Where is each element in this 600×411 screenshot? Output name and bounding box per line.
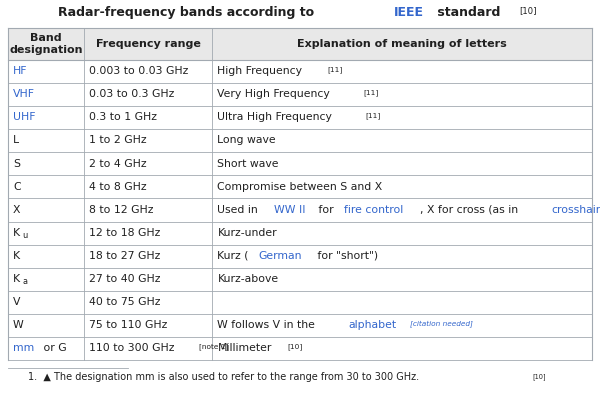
Text: [10]: [10] (520, 6, 537, 15)
Text: Kurz (: Kurz ( (217, 251, 249, 261)
Text: 40 to 75 GHz: 40 to 75 GHz (89, 297, 160, 307)
Text: u: u (22, 231, 28, 240)
Text: Ultra High Frequency: Ultra High Frequency (217, 113, 332, 122)
Text: Used in: Used in (217, 205, 262, 215)
Text: K: K (13, 228, 20, 238)
Text: 110 to 300 GHz: 110 to 300 GHz (89, 343, 175, 353)
Text: Kurz-above: Kurz-above (217, 274, 278, 284)
Text: HF: HF (13, 66, 28, 76)
Bar (8, 28, 592, 360)
Text: alphabet: alphabet (348, 320, 397, 330)
Text: X: X (13, 205, 20, 215)
Text: 18 to 27 GHz: 18 to 27 GHz (89, 251, 160, 261)
Text: 1 to 2 GHz: 1 to 2 GHz (89, 136, 146, 145)
Text: [11]: [11] (363, 89, 378, 96)
Text: Millimeter: Millimeter (217, 343, 272, 353)
Text: or G: or G (40, 343, 67, 353)
Text: K: K (13, 274, 20, 284)
Text: Short wave: Short wave (217, 159, 279, 169)
Text: Radar-frequency bands according to: Radar-frequency bands according to (58, 6, 319, 19)
Text: standard: standard (433, 6, 500, 19)
Text: UHF: UHF (13, 113, 35, 122)
Text: crosshair: crosshair (551, 205, 600, 215)
Text: a: a (22, 277, 27, 286)
Text: K: K (13, 251, 20, 261)
Text: 4 to 8 GHz: 4 to 8 GHz (89, 182, 146, 192)
Text: [10]: [10] (287, 343, 303, 350)
Text: [10]: [10] (533, 373, 547, 379)
Text: L: L (13, 136, 19, 145)
Text: 2 to 4 GHz: 2 to 4 GHz (89, 159, 146, 169)
Text: 0.03 to 0.3 GHz: 0.03 to 0.3 GHz (89, 89, 174, 99)
Text: German: German (258, 251, 301, 261)
Text: 27 to 40 GHz: 27 to 40 GHz (89, 274, 160, 284)
Text: [citation needed]: [citation needed] (410, 320, 473, 327)
Text: 8 to 12 GHz: 8 to 12 GHz (89, 205, 154, 215)
Text: W: W (13, 320, 24, 330)
Text: [11]: [11] (327, 66, 343, 73)
Text: [11]: [11] (365, 113, 381, 119)
Text: Compromise between S and X: Compromise between S and X (217, 182, 383, 192)
Text: , X for cross (as in: , X for cross (as in (420, 205, 522, 215)
Text: IEEE: IEEE (394, 6, 424, 19)
Text: 0.003 to 0.03 GHz: 0.003 to 0.03 GHz (89, 66, 188, 76)
Text: Explanation of meaning of letters: Explanation of meaning of letters (298, 39, 507, 49)
Text: Kurz-under: Kurz-under (217, 228, 277, 238)
Text: Long wave: Long wave (217, 136, 276, 145)
Text: for: for (315, 205, 337, 215)
Text: S: S (13, 159, 20, 169)
Text: for "short"): for "short") (314, 251, 378, 261)
Text: C: C (13, 182, 20, 192)
Text: Band
designation: Band designation (9, 33, 83, 55)
Text: 1.  ▲ The designation mm is also used to refer to the range from 30 to 300 GHz.: 1. ▲ The designation mm is also used to … (28, 372, 419, 383)
Text: Frequency range: Frequency range (96, 39, 200, 49)
Text: mm: mm (13, 343, 34, 353)
Text: VHF: VHF (13, 89, 35, 99)
Text: [note 1]: [note 1] (199, 343, 229, 350)
Text: 0.3 to 1 GHz: 0.3 to 1 GHz (89, 113, 157, 122)
Text: Very High Frequency: Very High Frequency (217, 89, 330, 99)
Text: WW II: WW II (274, 205, 306, 215)
Text: 12 to 18 GHz: 12 to 18 GHz (89, 228, 160, 238)
Text: High Frequency: High Frequency (217, 66, 302, 76)
Text: fire control: fire control (344, 205, 403, 215)
Bar (8, 28, 592, 60)
Text: V: V (13, 297, 20, 307)
Text: 75 to 110 GHz: 75 to 110 GHz (89, 320, 167, 330)
Text: W follows V in the: W follows V in the (217, 320, 319, 330)
